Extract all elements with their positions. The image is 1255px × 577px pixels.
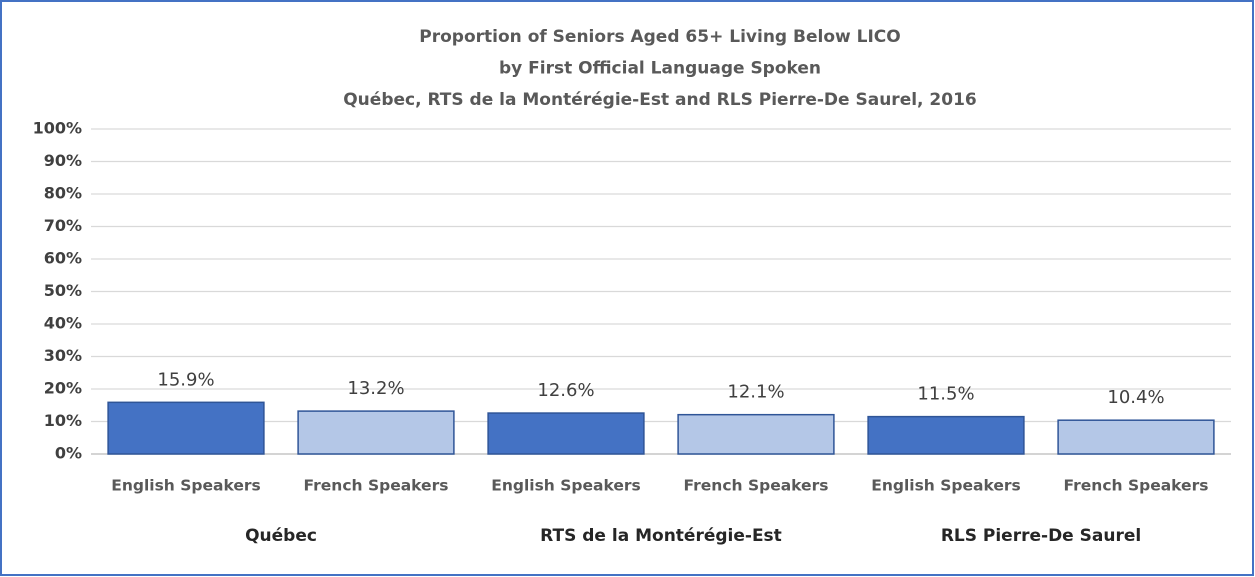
value-label: 13.2% xyxy=(347,378,404,399)
y-tick-label: 40% xyxy=(44,314,82,333)
chart-title: by First Official Language Spoken xyxy=(499,59,821,79)
y-tick-label: 0% xyxy=(55,444,82,463)
x-tick-label: English Speakers xyxy=(111,477,261,495)
value-label: 11.5% xyxy=(917,384,974,405)
bar xyxy=(867,415,1025,455)
y-tick-label: 60% xyxy=(44,249,82,268)
group-label: Québec xyxy=(245,526,317,546)
bar xyxy=(107,401,265,455)
x-tick-label: English Speakers xyxy=(491,477,641,495)
x-tick-label: French Speakers xyxy=(1064,477,1209,495)
y-tick-label: 100% xyxy=(33,119,82,138)
bar xyxy=(297,410,455,455)
chart-title: Proportion of Seniors Aged 65+ Living Be… xyxy=(419,27,900,47)
y-tick-label: 80% xyxy=(44,184,82,203)
x-tick-label: English Speakers xyxy=(871,477,1021,495)
group-label: RLS Pierre-De Saurel xyxy=(941,526,1141,546)
chart-title: Québec, RTS de la Montérégie-Est and RLS… xyxy=(343,90,977,110)
value-label: 15.9% xyxy=(157,369,214,390)
x-tick-label: French Speakers xyxy=(684,477,829,495)
y-tick-label: 50% xyxy=(44,281,82,300)
y-tick-label: 90% xyxy=(44,151,82,170)
y-tick-label: 20% xyxy=(44,379,82,398)
value-label: 10.4% xyxy=(1107,387,1164,408)
bar xyxy=(1057,419,1215,455)
bar xyxy=(487,412,645,455)
x-tick-label: French Speakers xyxy=(304,477,449,495)
y-tick-label: 10% xyxy=(44,411,82,430)
y-tick-label: 30% xyxy=(44,346,82,365)
value-label: 12.6% xyxy=(537,380,594,401)
y-tick-label: 70% xyxy=(44,216,82,235)
value-label: 12.1% xyxy=(727,382,784,403)
group-label: RTS de la Montérégie-Est xyxy=(540,526,782,546)
bar xyxy=(677,413,835,455)
